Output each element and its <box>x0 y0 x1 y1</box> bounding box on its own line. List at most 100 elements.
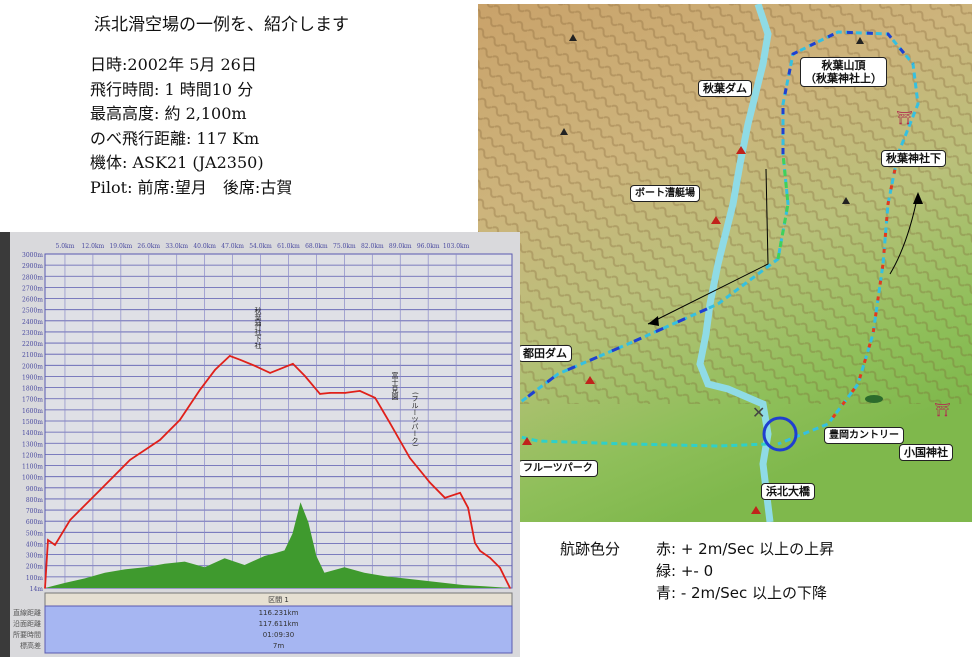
terrain-map: ✕ ⛩ ⛩ 秋葉ダム 秋葉山頂 （秋葉神社上） 秋葉神社下 ボート漕艇場 都田ダ… <box>476 2 972 523</box>
page-title: 浜北滑空場の一例を、紹介します <box>94 15 349 35</box>
table-row-value: 116.231km <box>259 609 299 617</box>
table-row-label: 所要時間 <box>13 630 41 639</box>
x-tick-label: 96.0km <box>417 243 440 250</box>
y-tick-label: 500m <box>26 530 43 537</box>
y-tick-label: 2700m <box>22 285 43 292</box>
y-tick-label: 300m <box>26 553 43 560</box>
altitude-point <box>509 587 511 589</box>
altitude-point <box>292 363 294 365</box>
y-tick-label: 1400m <box>22 430 43 437</box>
y-tick-label: 400m <box>26 541 43 548</box>
ridge-texture <box>478 4 972 404</box>
chart-annotation: 秋葉神社下社 <box>254 306 262 350</box>
label-toyooka-country: 豊岡カントリー <box>824 427 904 444</box>
table-header: 区間 1 <box>268 596 289 604</box>
altitude-point <box>214 369 216 371</box>
arrow-head-west <box>648 316 659 326</box>
y-tick-label: 1600m <box>22 408 43 415</box>
table-row-label: 沿面距離 <box>13 619 41 628</box>
altitude-point <box>159 439 161 441</box>
legend-green: 緑: +- 0 <box>656 562 714 580</box>
altitude-point <box>99 489 101 491</box>
y-tick-label: 2500m <box>22 308 43 315</box>
y-tick-label: 2000m <box>22 363 43 370</box>
y-tick-label: 2800m <box>22 274 43 281</box>
table-row-label: 標高差 <box>20 641 41 650</box>
ground-elevation-area <box>45 502 511 588</box>
y-tick-label: 1100m <box>22 464 43 471</box>
altitude-point <box>344 392 346 394</box>
y-tick-label: 600m <box>26 519 43 526</box>
y-tick-label: 200m <box>26 564 43 571</box>
altitude-point <box>467 506 469 509</box>
altitude-point <box>179 419 181 421</box>
y-tick-label: 1000m <box>22 475 43 482</box>
y-tick-label: 14m <box>30 586 44 593</box>
table-row-value: 7m <box>273 642 284 650</box>
label-akiha-summit: 秋葉山頂 （秋葉神社上） <box>800 57 887 87</box>
label-akiha-summit-line1: 秋葉山頂 <box>821 59 866 72</box>
thermal-circle <box>762 416 798 452</box>
altitude-point <box>374 397 376 399</box>
y-tick-label: 1700m <box>22 397 43 404</box>
label-akiha-shrine-lower: 秋葉神社下 <box>881 150 946 167</box>
altitude-point <box>474 542 476 544</box>
y-tick-label: 1500m <box>22 419 43 426</box>
altitude-point <box>359 390 361 392</box>
altitude-point <box>47 539 49 541</box>
shrine-icon-okuni: ⛩ <box>934 402 951 418</box>
altitude-point <box>199 389 201 391</box>
info-date: 日時:2002年 5月 26日 <box>90 55 257 74</box>
altitude-point <box>54 544 56 546</box>
legend-red: 赤: + 2m/Sec 以上の上昇 <box>656 540 835 558</box>
label-okuni-shrine: 小国神社 <box>899 444 953 461</box>
altitude-point <box>489 556 491 559</box>
y-tick-label: 2900m <box>22 263 43 270</box>
label-hamakita-bridge: 浜北大橋 <box>761 483 815 500</box>
altitude-point <box>269 372 271 374</box>
chart-annotation: 富士見園 <box>391 371 399 401</box>
y-tick-label: 2400m <box>22 319 43 326</box>
x-tick-label: 33.0km <box>165 243 188 250</box>
flight-info: 浜北滑空場の一例を、紹介します 日時:2002年 5月 26日 飛行時間: 1 … <box>90 10 349 200</box>
altitude-point <box>254 365 256 367</box>
x-tick-label: 47.0km <box>221 243 244 250</box>
x-tick-label: 5.0km <box>56 243 75 250</box>
x-tick-label: 68.0km <box>305 243 328 250</box>
y-tick-label: 2600m <box>22 297 43 304</box>
river <box>696 2 774 523</box>
altitude-point <box>229 355 231 357</box>
y-tick-label: 100m <box>26 575 43 582</box>
x-tick-label: 89.0km <box>389 243 412 250</box>
label-akiha-summit-line2: （秋葉神社上） <box>805 72 882 85</box>
flight-track <box>491 30 920 448</box>
info-duration: 飛行時間: 1 時間10 分 <box>90 79 254 99</box>
x-tick-label: 40.0km <box>193 243 216 250</box>
x-tick-label: 12.0km <box>82 243 105 250</box>
legend-heading: 航跡色分 <box>560 540 621 558</box>
altitude-point <box>444 497 446 499</box>
altitude-point <box>279 368 281 370</box>
x-tick-label: 82.0km <box>361 243 384 250</box>
table-row-value: 117.611km <box>259 620 299 628</box>
altitude-point <box>329 392 331 394</box>
altitude-point <box>479 550 481 552</box>
table-row-label: 直線距離 <box>13 608 41 617</box>
altitude-point <box>429 482 431 484</box>
y-tick-label: 2300m <box>22 330 43 337</box>
chart-left-border <box>0 232 10 657</box>
table-body <box>44 605 513 654</box>
x-tick-label: 103.0km <box>443 243 470 250</box>
chart-canvas: 3000m 2900m 2800m 2700m 2600m 2500m 2400m 2300m… <box>0 232 513 657</box>
info-max-altitude: 最高高度: 約 2,100m <box>90 104 247 123</box>
x-tick-label: 61.0km <box>277 243 300 250</box>
airfield-icon: ✕ <box>752 403 765 422</box>
y-tick-label: 2100m <box>22 352 43 359</box>
info-pilot: Pilot: 前席:望月 後席:古賀 <box>90 177 293 197</box>
shrine-icon: ⛩ <box>896 110 913 126</box>
altitude-point <box>129 459 131 461</box>
info-distance: のべ飛行距離: 117 Km <box>90 128 260 148</box>
altitude-point <box>499 566 501 569</box>
y-tick-label: 1800m <box>22 386 43 393</box>
landmark-markers <box>522 146 761 514</box>
